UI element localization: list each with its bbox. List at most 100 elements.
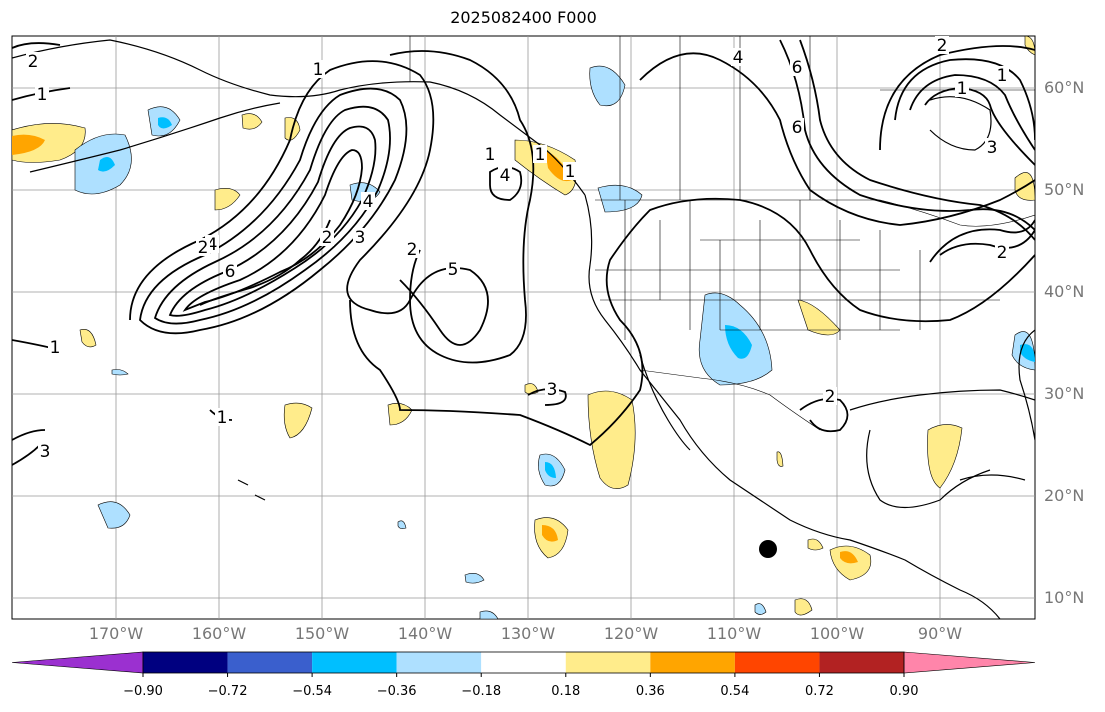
contour-label-bg: [26, 52, 40, 70]
contour-label-bg: [731, 48, 745, 66]
shaded-anomalies: [12, 36, 1035, 619]
colorbar-segment: [396, 652, 482, 673]
colorbar-tick-label: 0.90: [889, 684, 919, 699]
contour-label: 3: [987, 138, 998, 158]
contour-label: 4: [363, 192, 374, 212]
shade-neg: [97, 501, 131, 529]
map-title: 2025082400 F000: [450, 8, 597, 27]
contour-ring5: [939, 229, 1035, 256]
contour-ring3: [909, 74, 1035, 151]
contour-label-bg: [48, 338, 62, 356]
coastlines: [12, 39, 1035, 619]
contour-label-bg: [353, 228, 367, 246]
contour-label: 2: [997, 243, 1008, 263]
shade-pos: [587, 390, 636, 490]
colorbar-segment: [312, 652, 397, 673]
colorbar-extend-low: [11, 651, 144, 674]
colorbar-segment: [143, 652, 228, 673]
shade-neg-core: [1020, 344, 1035, 362]
contour-label: 6: [225, 262, 236, 282]
gulf-of-mexico: [849, 389, 1035, 509]
lat-label: 30°N: [1044, 384, 1085, 403]
shade-neg-core: [98, 156, 115, 172]
contour-label: 1: [313, 60, 324, 80]
colorbar-tick-label: 0.54: [720, 684, 750, 699]
contour-label: 1: [485, 145, 496, 165]
contour-label: 1: [50, 338, 61, 358]
contour-label: 1: [565, 162, 576, 182]
contour-label-bg: [38, 442, 52, 460]
contour-low: [349, 197, 1035, 447]
lon-label: 130°W: [500, 624, 556, 643]
contour-label-bg: [361, 192, 375, 210]
lat-label: 50°N: [1044, 180, 1085, 199]
shade-pos: [241, 113, 263, 130]
lon-label: 110°W: [706, 624, 762, 643]
contour-c: [168, 125, 377, 317]
contour-label-bg: [196, 238, 210, 256]
colorbar-tick-label: −0.18: [461, 684, 502, 699]
colorbar-tick-label: −0.54: [292, 684, 333, 699]
colorbar-tick-label: 0.18: [551, 684, 581, 699]
contour-label: 3: [547, 380, 558, 400]
contour-label-bg: [985, 138, 999, 156]
shade-pos: [776, 451, 784, 467]
contour-label: 1: [997, 66, 1008, 86]
contour-label: 1: [217, 408, 228, 428]
contour-ur3: [799, 39, 1035, 241]
colorbar-tick-label: 0.72: [804, 684, 834, 699]
contour-label-bg: [995, 66, 1009, 84]
contour-label: 2: [937, 36, 948, 56]
contour-ur2: [779, 39, 1035, 231]
contour-upper-right: [639, 52, 1035, 226]
shade-neg: [589, 65, 626, 107]
colorbar-segment: [565, 652, 651, 673]
shade-neg: [479, 610, 499, 619]
lon-label: 170°W: [88, 624, 144, 643]
contour-label-bg: [533, 145, 547, 163]
contour-label: 6: [792, 118, 803, 138]
shade-neg-core: [545, 462, 556, 478]
colorbar-segment: [227, 652, 313, 673]
colorbar-outline: [142, 651, 905, 674]
contour-label-bg: [215, 408, 229, 426]
canada-provinces: [619, 36, 1035, 200]
lon-label: 160°W: [191, 624, 247, 643]
contour-label: 1: [37, 85, 48, 105]
contour-outer: [129, 60, 489, 346]
shade-neg: [754, 603, 767, 615]
colorbar-tick-label: −0.36: [376, 684, 417, 699]
shade-pos-core: [12, 134, 45, 155]
contour-label-bg: [995, 243, 1009, 261]
baja-california: [639, 354, 691, 451]
contour-2: [527, 388, 567, 406]
cuba: [959, 474, 1026, 481]
shade-neg: [397, 520, 407, 529]
contour-label: 3: [355, 228, 366, 248]
contour-label-bg: [405, 240, 419, 258]
contour-ring2: [894, 58, 1035, 141]
contour-label: 1: [957, 79, 968, 99]
shade-neg: [464, 573, 485, 584]
colorbar-segment: [650, 652, 735, 673]
contour-lines: [12, 39, 1035, 466]
contour-label-bg: [563, 162, 577, 180]
contour-label: 2: [825, 387, 836, 407]
colorbar-extend-high: [903, 651, 1036, 674]
shade-pos: [807, 538, 824, 551]
contour-label: 4: [207, 235, 218, 255]
shade-pos: [214, 188, 241, 211]
contour-label-bg: [823, 387, 837, 405]
contour-ring1: [879, 45, 1035, 151]
contour-label-bg: [935, 36, 949, 54]
state-lines: [595, 200, 1000, 340]
colorbar-segment: [734, 652, 820, 673]
colorbar-tick-label: −0.72: [207, 684, 248, 699]
alaska-coast: [12, 39, 586, 196]
contour-label: 2: [322, 228, 333, 248]
contour-label: 6: [792, 58, 803, 78]
colorbar: [11, 651, 1036, 677]
colorbar-segment: [481, 652, 566, 673]
contour-label-bg: [498, 166, 512, 184]
